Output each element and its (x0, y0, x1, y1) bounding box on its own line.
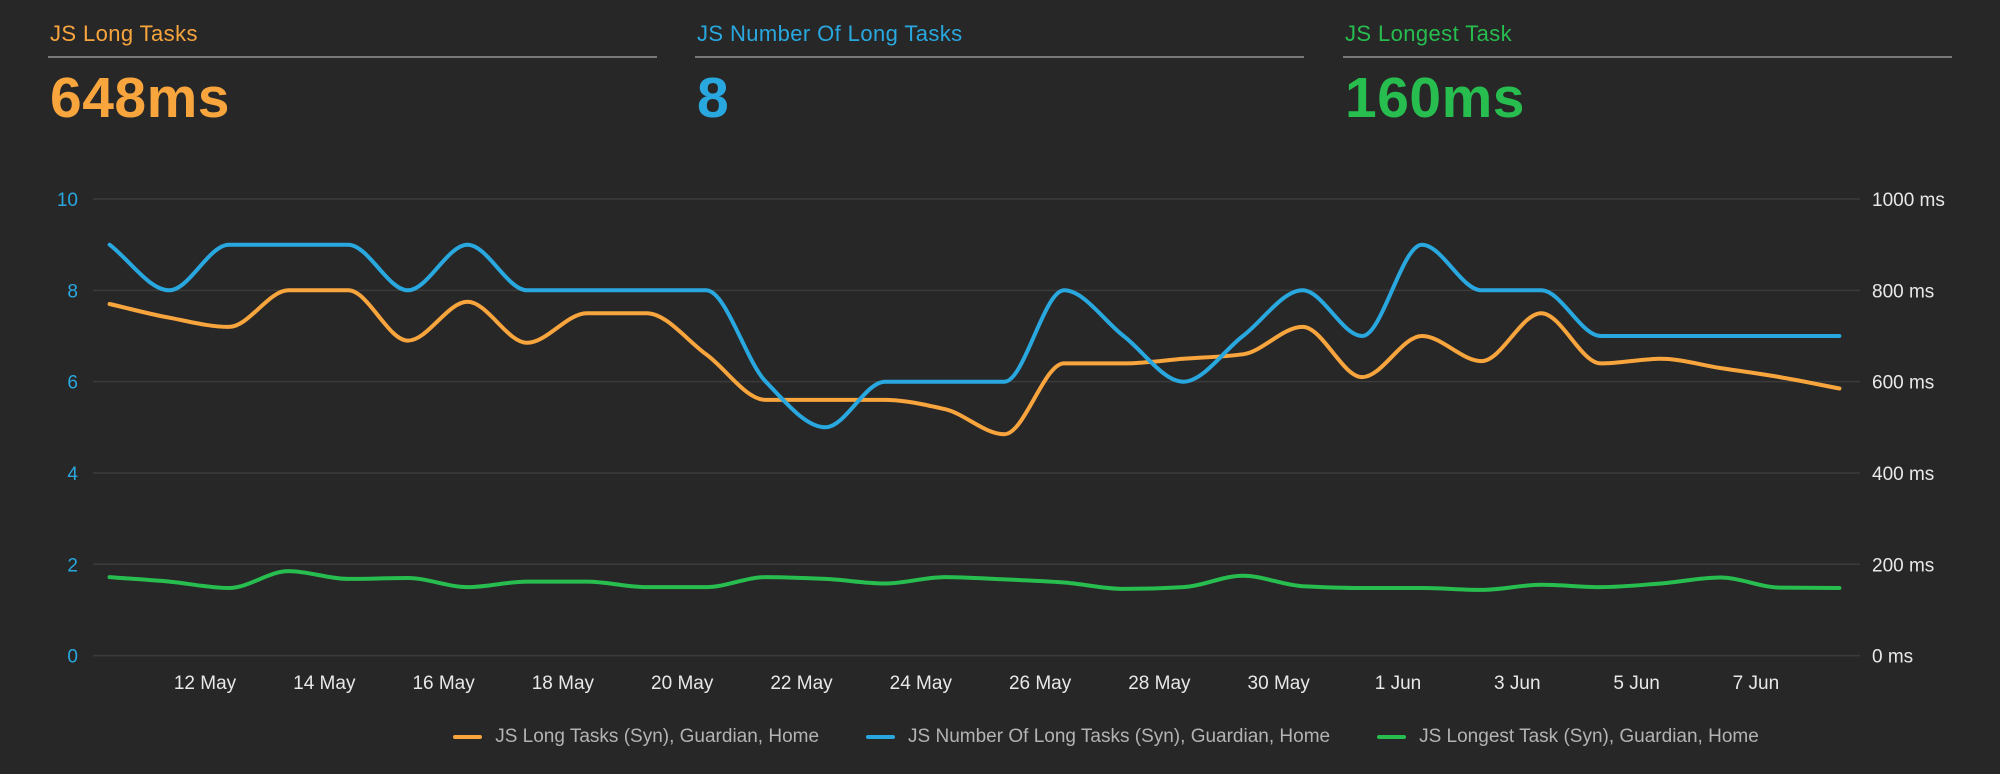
x-axis-tick: 26 May (1009, 673, 1072, 694)
series-line-js-number-of-long-tasks[interactable] (107, 242, 1842, 430)
kpi-title: JS Long Tasks (50, 21, 198, 46)
x-axis-tick: 24 May (890, 673, 953, 694)
x-axis-tick: 30 May (1248, 673, 1311, 694)
x-axis-tick: 5 Jun (1613, 673, 1659, 694)
y-axis-right-tick: 400 ms (1872, 464, 1934, 485)
series-line-js-long-tasks[interactable] (107, 288, 1842, 437)
series-line-js-longest-task[interactable] (107, 569, 1842, 592)
kpi-js-long-tasks: JS Long Tasks 648ms (48, 22, 657, 127)
kpi-title: JS Longest Task (1345, 21, 1513, 46)
legend-label: JS Longest Task (Syn), Guardian, Home (1419, 726, 1759, 747)
x-axis-tick: 3 Jun (1494, 673, 1540, 694)
timeseries-chart: 10 1000 ms 8 800 ms 6 600 ms 4 400 ms 2 200 ms 0 0 … (0, 140, 2000, 700)
x-axis-tick: 18 May (532, 673, 595, 694)
kpi-js-number-of-long-tasks: JS Number Of Long Tasks 8 (695, 22, 1304, 127)
x-axis-tick: 28 May (1128, 673, 1191, 694)
y-axis-left-tick: 0 (67, 647, 78, 668)
y-axis-left-tick: 2 (67, 555, 78, 576)
legend-swatch-orange (453, 735, 483, 739)
y-axis-right-tick: 800 ms (1872, 281, 1934, 302)
x-axis-tick: 7 Jun (1733, 673, 1779, 694)
kpi-value: 8 (697, 66, 730, 130)
y-axis-right-tick: 1000 ms (1872, 190, 1945, 211)
kpi-title: JS Number Of Long Tasks (697, 21, 963, 46)
legend-label: JS Number Of Long Tasks (Syn), Guardian,… (908, 726, 1331, 747)
kpi-value: 648ms (50, 66, 230, 130)
kpi-value: 160ms (1345, 66, 1525, 130)
x-axis-tick: 1 Jun (1375, 673, 1421, 694)
y-axis-left-tick: 6 (67, 373, 78, 394)
chart-legend: JS Long Tasks (Syn), Guardian, Home JS N… (0, 726, 2000, 748)
y-axis-right-tick: 200 ms (1872, 555, 1934, 576)
legend-item-js-number-of-long-tasks[interactable]: JS Number Of Long Tasks (Syn), Guardian,… (866, 726, 1330, 748)
x-axis-tick: 14 May (293, 673, 356, 694)
legend-swatch-blue (866, 735, 896, 739)
legend-swatch-green (1377, 735, 1407, 739)
kpi-divider (48, 56, 657, 58)
x-axis-tick: 16 May (412, 673, 475, 694)
kpi-divider (1343, 56, 1952, 58)
legend-item-js-long-tasks[interactable]: JS Long Tasks (Syn), Guardian, Home (453, 726, 819, 748)
x-axis-tick: 22 May (770, 673, 833, 694)
y-axis-left-tick: 10 (57, 190, 78, 211)
y-axis-right-tick: 600 ms (1872, 373, 1934, 394)
legend-item-js-longest-task[interactable]: JS Longest Task (Syn), Guardian, Home (1377, 726, 1759, 748)
x-axis-tick: 12 May (174, 673, 237, 694)
y-axis-right-tick: 0 ms (1872, 647, 1913, 668)
chart-canvas[interactable]: 10 1000 ms 8 800 ms 6 600 ms 4 400 ms 2 200 ms 0 0 … (0, 140, 2000, 700)
y-axis-left-tick: 8 (67, 281, 78, 302)
y-axis-left-tick: 4 (67, 464, 78, 485)
x-axis-tick: 20 May (651, 673, 714, 694)
legend-label: JS Long Tasks (Syn), Guardian, Home (495, 726, 820, 747)
kpi-divider (695, 56, 1304, 58)
kpi-js-longest-task: JS Longest Task 160ms (1343, 22, 1952, 127)
